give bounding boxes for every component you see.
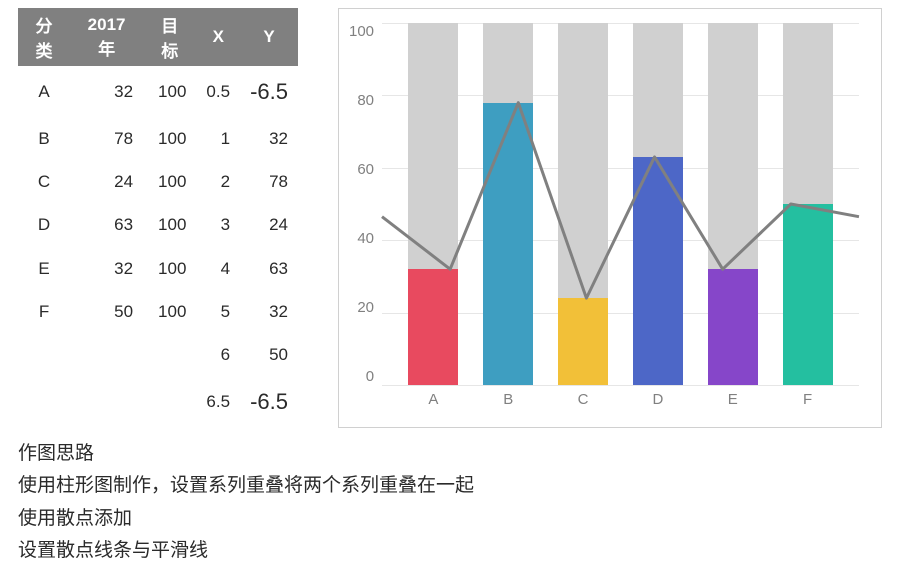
table-cell: 50 — [240, 333, 298, 376]
table-cell — [18, 377, 70, 428]
table-cell — [143, 333, 196, 376]
table-row: 650 — [18, 333, 298, 376]
notes-line: 使用散点添加 — [18, 503, 474, 535]
y-tick-label: 20 — [357, 299, 374, 316]
plot-area — [382, 23, 859, 385]
y-tick-label: 80 — [357, 92, 374, 109]
table-cell: 1 — [196, 117, 240, 160]
notes-block: 作图思路 使用柱形图制作，设置系列重叠将两个系列重叠在一起 使用散点添加 设置散… — [18, 438, 474, 567]
table-cell — [18, 333, 70, 376]
col-header-y: Y — [240, 8, 298, 66]
table-cell: 78 — [240, 161, 298, 204]
table-cell: 32 — [70, 247, 143, 290]
table-cell: E — [18, 247, 70, 290]
table-cell: 100 — [143, 204, 196, 247]
col-header-2017: 2017年 — [70, 8, 143, 66]
table-cell: 2 — [196, 161, 240, 204]
y-axis: 100 80 60 40 20 0 — [349, 23, 382, 385]
table-row: E32100463 — [18, 247, 298, 290]
table-cell — [70, 377, 143, 428]
notes-heading: 作图思路 — [18, 438, 474, 470]
trend-line — [382, 103, 859, 298]
table-cell: D — [18, 204, 70, 247]
table-cell: 63 — [70, 204, 143, 247]
table-cell: 63 — [240, 247, 298, 290]
table-cell: 5 — [196, 290, 240, 333]
table-cell: -6.5 — [240, 377, 298, 428]
table-cell: A — [18, 66, 70, 117]
table-cell: 32 — [70, 66, 143, 117]
table-cell: 32 — [240, 290, 298, 333]
table-row: C24100278 — [18, 161, 298, 204]
chart-panel: 100 80 60 40 20 0 A B C D E F — [338, 8, 882, 428]
table-cell: 24 — [70, 161, 143, 204]
notes-line: 使用柱形图制作，设置系列重叠将两个系列重叠在一起 — [18, 470, 474, 502]
table-cell: F — [18, 290, 70, 333]
col-header-x: X — [196, 8, 240, 66]
table-cell — [70, 333, 143, 376]
table-cell: 100 — [143, 290, 196, 333]
data-table: 分类 2017年 目标 X Y A321000.5-6.5B78100132C2… — [18, 8, 298, 428]
x-tick-label: E — [708, 391, 758, 408]
table-row: 6.5-6.5 — [18, 377, 298, 428]
table-header-row: 分类 2017年 目标 X Y — [18, 8, 298, 66]
table-cell: 3 — [196, 204, 240, 247]
table-cell: 6.5 — [196, 377, 240, 428]
y-tick-label: 40 — [357, 230, 374, 247]
table-row: A321000.5-6.5 — [18, 66, 298, 117]
x-tick-label: B — [483, 391, 533, 408]
x-tick-label: A — [408, 391, 458, 408]
scatter-line — [382, 23, 859, 385]
col-header-target: 目标 — [143, 8, 196, 66]
table-cell: 4 — [196, 247, 240, 290]
table-cell — [143, 377, 196, 428]
table-cell: 32 — [240, 117, 298, 160]
table-cell: C — [18, 161, 70, 204]
table-cell: 100 — [143, 117, 196, 160]
grid-line — [382, 385, 859, 386]
table-cell: 100 — [143, 247, 196, 290]
table-cell: B — [18, 117, 70, 160]
table-cell: 24 — [240, 204, 298, 247]
table-cell: 50 — [70, 290, 143, 333]
y-tick-label: 60 — [357, 161, 374, 178]
table-cell: 6 — [196, 333, 240, 376]
table-row: D63100324 — [18, 204, 298, 247]
table-cell: -6.5 — [240, 66, 298, 117]
table-cell: 0.5 — [196, 66, 240, 117]
table-cell: 100 — [143, 161, 196, 204]
table-row: B78100132 — [18, 117, 298, 160]
table-row: F50100532 — [18, 290, 298, 333]
table-cell: 78 — [70, 117, 143, 160]
y-tick-label: 100 — [349, 23, 374, 40]
y-tick-label: 0 — [366, 368, 374, 385]
col-header-category: 分类 — [18, 8, 70, 66]
x-tick-label: D — [633, 391, 683, 408]
notes-line: 设置散点线条与平滑线 — [18, 535, 474, 567]
table-cell: 100 — [143, 66, 196, 117]
x-tick-label: F — [783, 391, 833, 408]
x-axis: A B C D E F — [382, 385, 859, 413]
x-tick-label: C — [558, 391, 608, 408]
